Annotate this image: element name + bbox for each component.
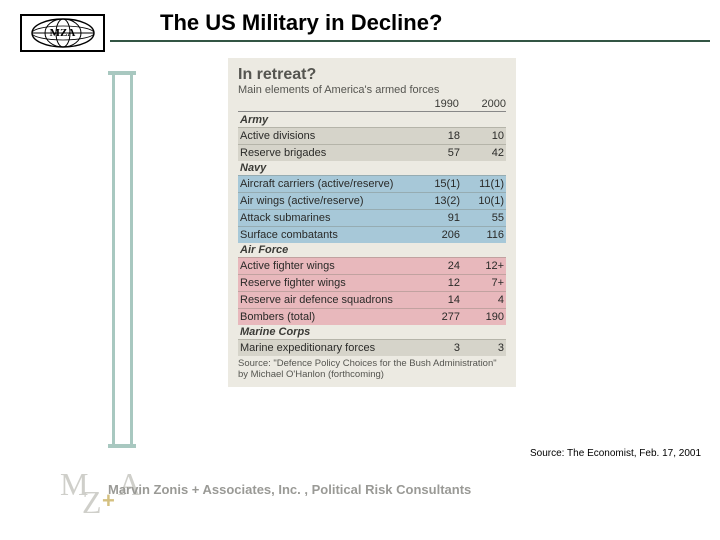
row-label: Active divisions: [240, 130, 416, 142]
data-row: Active divisions1810: [238, 127, 506, 144]
row-value-1990: 91: [416, 212, 460, 224]
section-label: Navy: [238, 161, 506, 175]
title-underline: [110, 40, 710, 42]
section-label: Marine Corps: [238, 325, 506, 339]
row-value-2000: 190: [460, 311, 504, 323]
row-label: Bombers (total): [240, 311, 416, 323]
row-value-2000: 3: [460, 342, 504, 354]
chart-source-line2: by Michael O'Hanlon (forthcoming): [238, 369, 384, 380]
data-row: Active fighter wings2412+: [238, 257, 506, 274]
row-value-2000: 7+: [460, 277, 504, 289]
chart-source-line1: Source: "Defence Policy Choices for the …: [238, 358, 497, 369]
row-value-2000: 4: [460, 294, 504, 306]
data-row: Air wings (active/reserve)13(2)10(1): [238, 192, 506, 209]
year-2000: 2000: [462, 98, 506, 110]
row-value-2000: 10: [460, 130, 504, 142]
row-label: Aircraft carriers (active/reserve): [240, 178, 416, 190]
chart-year-row: 1990 2000: [238, 98, 506, 112]
section-label: Army: [238, 113, 506, 127]
row-label: Active fighter wings: [240, 260, 416, 272]
logo-text: MZA: [50, 27, 76, 39]
row-value-2000: 55: [460, 212, 504, 224]
year-1990: 1990: [415, 98, 459, 110]
row-label: Reserve air defence squadrons: [240, 294, 416, 306]
row-value-2000: 10(1): [460, 195, 504, 207]
row-value-1990: 206: [416, 229, 460, 241]
data-row: Marine expeditionary forces33: [238, 339, 506, 356]
data-row: Reserve brigades5742: [238, 144, 506, 161]
row-value-2000: 11(1): [460, 178, 504, 190]
decoration-hbar-top: [108, 71, 136, 75]
footer-z: Z: [82, 484, 102, 521]
row-value-1990: 277: [416, 311, 460, 323]
decoration-hbar-bot: [108, 444, 136, 448]
chart-title: In retreat?: [238, 66, 506, 84]
row-label: Surface combatants: [240, 229, 416, 241]
row-value-1990: 24: [416, 260, 460, 272]
data-row: Reserve fighter wings127+: [238, 274, 506, 291]
data-row: Aircraft carriers (active/reserve)15(1)1…: [238, 175, 506, 192]
row-value-2000: 12+: [460, 260, 504, 272]
row-value-1990: 14: [416, 294, 460, 306]
data-row: Bombers (total)277190: [238, 308, 506, 325]
slide-header: MZA The US Military in Decline?: [0, 8, 720, 48]
chart-subtitle: Main elements of America's armed forces: [238, 84, 506, 96]
section-label: Air Force: [238, 243, 506, 257]
row-value-1990: 57: [416, 147, 460, 159]
row-label: Attack submarines: [240, 212, 416, 224]
row-label: Reserve brigades: [240, 147, 416, 159]
slide-title: The US Military in Decline?: [160, 10, 442, 36]
row-value-1990: 3: [416, 342, 460, 354]
slide-source: Source: The Economist, Feb. 17, 2001: [530, 448, 701, 459]
data-row: Surface combatants206116: [238, 226, 506, 243]
row-value-2000: 42: [460, 147, 504, 159]
decoration-vbar-2: [130, 75, 133, 447]
decoration-vbar-1: [112, 75, 115, 447]
row-label: Air wings (active/reserve): [240, 195, 416, 207]
data-row: Attack submarines9155: [238, 209, 506, 226]
row-value-1990: 12: [416, 277, 460, 289]
row-value-1990: 13(2): [416, 195, 460, 207]
row-label: Marine expeditionary forces: [240, 342, 416, 354]
logo-box: MZA: [20, 14, 105, 52]
row-value-1990: 18: [416, 130, 460, 142]
row-value-2000: 116: [460, 229, 504, 241]
row-label: Reserve fighter wings: [240, 277, 416, 289]
row-value-1990: 15(1): [416, 178, 460, 190]
footer-company: Marvin Zonis + Associates, Inc. , Politi…: [108, 482, 471, 497]
data-row: Reserve air defence squadrons144: [238, 291, 506, 308]
chart-source: Source: "Defence Policy Choices for the …: [238, 359, 506, 381]
chart-panel: In retreat? Main elements of America's a…: [228, 58, 516, 387]
